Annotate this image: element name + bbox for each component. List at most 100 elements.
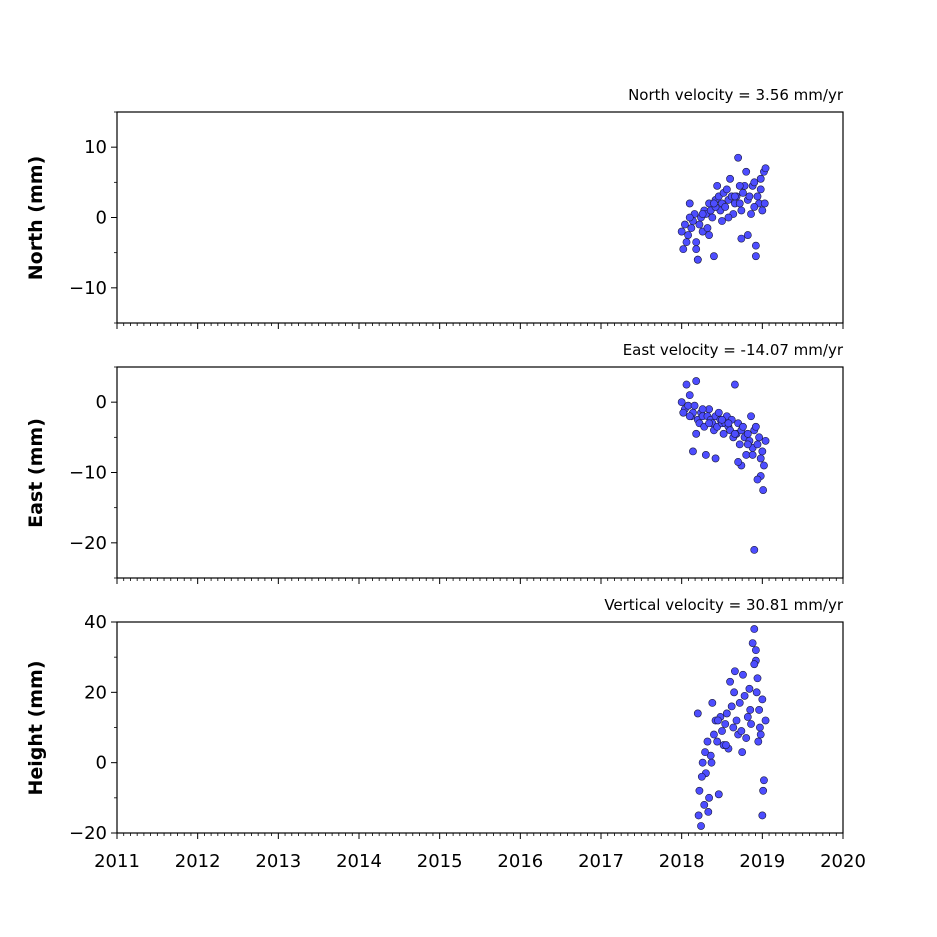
east-title: East velocity = -14.07 mm/yr (623, 341, 844, 359)
north-ytick-label: 10 (84, 137, 107, 158)
east-point (711, 454, 720, 463)
height-xtick-label: 2015 (417, 851, 463, 872)
height-point (742, 734, 751, 742)
height-point (747, 720, 755, 728)
height-point (731, 667, 739, 676)
east-point (753, 475, 762, 484)
height-point (758, 695, 767, 704)
height-ytick-label: −20 (69, 823, 107, 844)
east-plot-area (677, 377, 770, 554)
north-y-axis: −10 0 10 (69, 111, 117, 324)
height-point (746, 706, 755, 714)
height-point (737, 727, 746, 735)
north-point (734, 153, 743, 162)
north-point (739, 188, 747, 197)
east-ylabel: East (mm) (25, 418, 47, 528)
east-ytick-label: −10 (69, 463, 107, 484)
north-x-axis (116, 323, 844, 329)
height-point (695, 786, 704, 795)
east-point (705, 419, 713, 428)
east-point (692, 429, 701, 438)
east-point (742, 451, 751, 459)
height-xtick-label: 2018 (659, 851, 705, 872)
north-point (705, 231, 713, 239)
east-point (690, 401, 699, 410)
north-point (721, 203, 730, 211)
height-point (714, 790, 723, 799)
north-ytick-label: 0 (96, 208, 107, 229)
height-point (703, 737, 712, 746)
height-point (729, 723, 738, 732)
east-point (698, 405, 707, 414)
height-point (710, 730, 718, 739)
height-point (714, 716, 722, 725)
height-point (726, 677, 734, 686)
north-point (737, 206, 746, 215)
east-point (756, 454, 765, 463)
north-point (685, 199, 694, 208)
east-point (759, 486, 768, 494)
north-point (687, 224, 696, 232)
north-point (682, 238, 691, 247)
east-point (755, 433, 764, 442)
north-point (710, 199, 718, 208)
north-point (722, 185, 731, 194)
height-y-axis: −20 0 20 40 (69, 612, 117, 844)
height-x-axis: 2011 2012 2013 2014 2015 2016 2017 2018 2019 2020 (94, 833, 866, 872)
height-point (694, 811, 703, 820)
height-point (754, 737, 763, 746)
height-point (760, 776, 768, 785)
north-point (745, 192, 754, 201)
east-point (734, 458, 743, 466)
east-point (753, 440, 762, 449)
east-point (758, 447, 767, 456)
north-panel: North velocity = 3.56 mm/yr North (mm) −… (25, 86, 844, 329)
east-point (750, 545, 759, 554)
height-point (707, 758, 716, 767)
east-point (679, 408, 688, 417)
east-point (714, 408, 723, 417)
east-point (692, 377, 701, 385)
east-point (751, 422, 760, 431)
height-point (732, 716, 741, 725)
height-title: Vertical velocity = 30.81 mm/yr (604, 596, 844, 614)
height-ylabel: Height (mm) (25, 660, 47, 795)
north-point (718, 217, 726, 225)
north-point (703, 224, 712, 232)
height-point (735, 698, 744, 707)
north-point (680, 220, 689, 229)
height-panel: Vertical velocity = 30.81 mm/yr Height (… (25, 596, 866, 872)
north-point (760, 199, 769, 208)
east-x-axis (116, 578, 844, 584)
height-point (697, 772, 706, 781)
north-point (685, 213, 694, 222)
north-point (708, 213, 717, 222)
north-ytick-label: −10 (69, 278, 107, 299)
north-point (758, 206, 767, 215)
height-point (755, 706, 764, 714)
east-point (718, 415, 726, 424)
east-point (760, 461, 768, 470)
height-plot-area (693, 625, 770, 830)
north-point (698, 210, 707, 218)
height-point (743, 713, 752, 721)
north-point (726, 174, 734, 183)
east-point (689, 447, 697, 456)
height-xtick-label: 2019 (739, 851, 785, 872)
height-point (761, 716, 770, 725)
height-xtick-label: 2013 (255, 851, 301, 872)
east-point (724, 419, 733, 428)
north-point (753, 192, 762, 201)
height-point (745, 684, 754, 693)
height-xtick-label: 2012 (175, 851, 221, 872)
north-point (747, 210, 755, 218)
north-ylabel: North (mm) (25, 156, 47, 281)
height-xtick-label: 2011 (94, 851, 140, 872)
north-point (692, 238, 701, 247)
north-point (693, 255, 702, 264)
east-point (705, 405, 713, 414)
east-point (719, 429, 728, 438)
height-point (698, 758, 707, 767)
height-point (722, 709, 731, 718)
